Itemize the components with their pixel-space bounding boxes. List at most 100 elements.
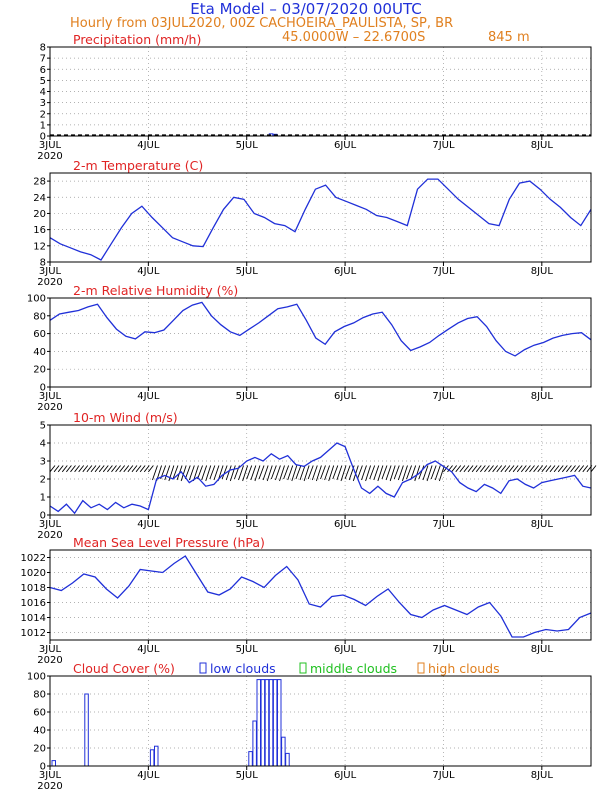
wind-barb bbox=[549, 465, 556, 473]
humidity-panel: 0 20 40 60 80 100 3JUL 4JUL 5JUL 6JUL 7JUL 8JUL 2020… bbox=[27, 283, 592, 413]
y-tick-label: 20 bbox=[33, 365, 46, 376]
wind-barb bbox=[221, 465, 228, 480]
y-tick-label: 60 bbox=[33, 708, 46, 719]
wind-barb bbox=[496, 465, 503, 473]
wind-barb bbox=[557, 465, 564, 473]
y-tick-label: 24 bbox=[33, 193, 46, 204]
cloud-bar bbox=[149, 749, 155, 767]
wind-barb bbox=[152, 465, 158, 481]
wind-barb bbox=[570, 465, 576, 473]
wind-barb bbox=[139, 465, 146, 473]
wind-barb bbox=[508, 465, 515, 473]
wind-barb bbox=[533, 465, 539, 473]
wind-barb bbox=[274, 465, 281, 481]
y-tick-label: 20 bbox=[33, 209, 46, 220]
wind-barb bbox=[377, 465, 384, 482]
x-tick-label: 3JUL bbox=[39, 770, 62, 781]
x-tick-label: 3JUL bbox=[39, 644, 62, 655]
legend-low-clouds: low clouds bbox=[210, 661, 276, 676]
year-label: 2020 bbox=[37, 277, 62, 288]
x-tick-label: 6JUL bbox=[334, 519, 357, 530]
x-tick-label: 6JUL bbox=[334, 391, 357, 402]
y-tick-label: 0 bbox=[40, 511, 46, 522]
x-tick-label: 4JUL bbox=[137, 391, 160, 402]
wind-barb bbox=[295, 465, 302, 480]
y-tick-label: 16 bbox=[33, 225, 46, 236]
temperature-series-line bbox=[49, 178, 592, 261]
wind-barb bbox=[70, 465, 76, 473]
cloud-legend: low clouds middle clouds high clouds bbox=[199, 661, 500, 676]
wind-barb bbox=[459, 465, 466, 473]
wind-barb bbox=[475, 465, 482, 473]
y-tick-label: 8 bbox=[40, 258, 46, 269]
wind-barb bbox=[188, 465, 195, 481]
wind-barb bbox=[578, 465, 585, 473]
y-tick-label: 0 bbox=[40, 132, 46, 143]
x-tick-label: 5JUL bbox=[236, 644, 259, 655]
pressure-series-line bbox=[49, 555, 592, 638]
x-tick-label: 7JUL bbox=[432, 391, 455, 402]
cloud-bar bbox=[285, 752, 290, 767]
legend-high-clouds: high clouds bbox=[428, 661, 500, 676]
pressure-title: Mean Sea Level Pressure (hPa) bbox=[73, 535, 265, 550]
cloud-bar bbox=[260, 679, 266, 767]
wind-barb bbox=[463, 465, 470, 473]
wind-barb bbox=[115, 465, 121, 473]
x-tick-label: 8JUL bbox=[531, 140, 554, 151]
wind-barb bbox=[315, 465, 322, 482]
y-tick-label: 4 bbox=[40, 439, 46, 450]
wind-barb bbox=[336, 465, 343, 481]
wind-barb bbox=[516, 465, 523, 473]
wind-barb bbox=[307, 465, 314, 480]
x-tick-label: 3JUL bbox=[39, 391, 62, 402]
cloud-cover-panel: 0 20 40 60 80 100 3JUL 4JUL 5JUL 6JUL 7JUL 8JUL 2020… bbox=[27, 661, 592, 792]
wind-barb bbox=[512, 465, 519, 473]
y-tick-label: 100 bbox=[27, 672, 46, 683]
y-tick-label: 1018 bbox=[21, 583, 46, 594]
wind-barb bbox=[209, 465, 216, 480]
wind-barb bbox=[238, 465, 244, 481]
wind-barb bbox=[61, 465, 68, 473]
wind-barb bbox=[258, 465, 265, 480]
elevation-label: 845 m bbox=[488, 30, 530, 45]
x-tick-label: 8JUL bbox=[531, 519, 554, 530]
wind-barb bbox=[279, 465, 285, 482]
coordinates-label: 45.0000W – 22.6700S bbox=[282, 30, 425, 45]
location-line: Hourly from 03JUL2020, 00Z CACHOEIRA_PAU… bbox=[70, 16, 453, 31]
x-tick-label: 8JUL bbox=[531, 266, 554, 277]
cloud-bar bbox=[252, 720, 257, 767]
x-tick-label: 4JUL bbox=[137, 266, 160, 277]
wind-barb bbox=[229, 465, 236, 482]
y-tick-label: 1022 bbox=[21, 553, 46, 564]
wind-barb bbox=[250, 465, 257, 481]
y-tick-label: 2 bbox=[40, 109, 46, 120]
wind-barb bbox=[213, 465, 220, 481]
y-tick-label: 0 bbox=[40, 383, 46, 394]
wind-barb bbox=[553, 465, 560, 473]
y-tick-label: 1 bbox=[40, 120, 46, 131]
y-tick-label: 1014 bbox=[21, 613, 46, 624]
wind-barb bbox=[525, 465, 531, 473]
wind-barb bbox=[430, 465, 437, 480]
y-tick-label: 7 bbox=[40, 54, 46, 65]
x-tick-label: 4JUL bbox=[137, 140, 160, 151]
pressure-panel: 1012 1014 1016 1018 1020 1022 3JUL 4JUL 5JUL 6JUL… bbox=[21, 535, 592, 666]
wind-barb bbox=[356, 465, 363, 480]
x-tick-label: 7JUL bbox=[432, 140, 455, 151]
precipitation-frame bbox=[49, 46, 592, 137]
wind-barb bbox=[500, 465, 507, 473]
wind-barb bbox=[119, 465, 126, 473]
wind-barb bbox=[397, 465, 404, 481]
wind-barb bbox=[225, 465, 232, 481]
y-tick-label: 40 bbox=[33, 347, 46, 358]
wind-barb bbox=[582, 465, 589, 473]
year-label: 2020 bbox=[37, 781, 62, 792]
wind-barb bbox=[488, 465, 494, 473]
wind-barb bbox=[566, 465, 572, 473]
wind-barb bbox=[123, 465, 130, 473]
x-tick-label: 5JUL bbox=[236, 391, 259, 402]
x-tick-label: 7JUL bbox=[432, 519, 455, 530]
x-tick-label: 5JUL bbox=[236, 519, 259, 530]
y-tick-label: 12 bbox=[33, 241, 46, 252]
